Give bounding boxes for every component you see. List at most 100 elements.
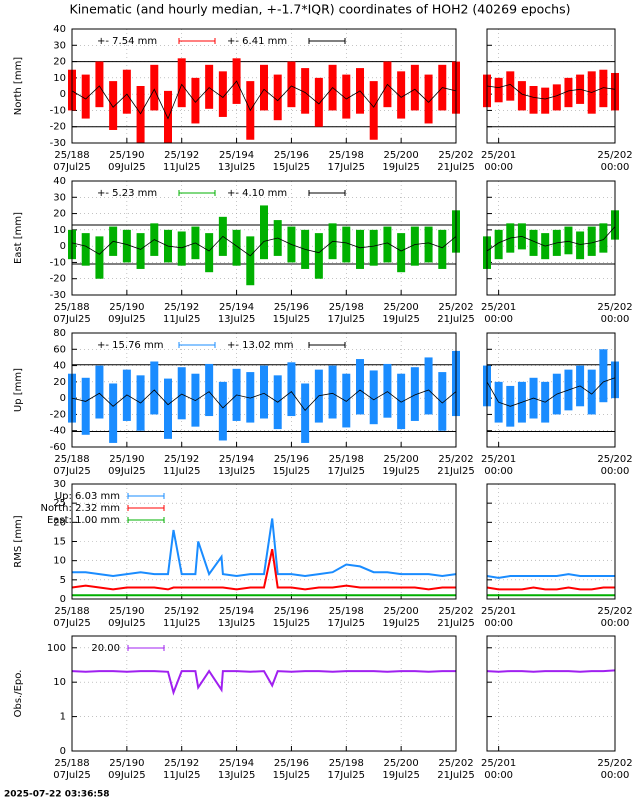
x-tick-label: 25/196 [274,454,309,465]
x-tick-sublabel: 07Jul25 [53,162,91,173]
spread-bar [506,71,515,101]
x-tick-sublabel: 11Jul25 [163,618,201,629]
spread-bar [397,71,406,119]
plot-frame [486,332,616,448]
spread-bar [342,74,351,119]
y-tick-label: 100 [47,643,66,654]
x-tick-sublabel: 21Jul25 [437,466,475,477]
x-tick-sublabel: 19Jul25 [382,618,420,629]
x-tick-label: 25/198 [329,150,364,161]
y-tick-label: 10 [53,677,66,688]
x-tick-sublabel: 15Jul25 [273,466,311,477]
x-tick-sublabel: 07Jul25 [53,466,91,477]
x-tick-sublabel: 11Jul25 [163,162,201,173]
y-tick-label: -10 [50,105,66,116]
x-tick-sublabel: 15Jul25 [273,314,311,325]
y-tick-label: 10 [53,556,66,567]
x-tick-label: 25/194 [219,606,254,617]
x-tick-label: 25/198 [329,606,364,617]
spread-bar [81,233,90,266]
legend-label: +- 7.54 mm [97,36,157,47]
spread-bar [410,367,419,421]
y-tick-label: 20 [53,517,66,528]
x-tick-label: 25/200 [384,454,419,465]
legend-label: +- 6.41 mm [227,36,287,47]
x-tick-label: 25/201 [481,302,516,313]
x-tick-sublabel: 19Jul25 [382,466,420,477]
spread-bar [587,226,596,256]
spread-bar [369,81,378,140]
x-tick-label: 25/200 [384,606,419,617]
spread-bar [232,229,241,266]
y-tick-label: 20 [53,209,66,220]
legend-label: +- 4.10 mm [227,188,287,199]
spread-bar [122,69,131,114]
spread-bar [564,226,573,255]
spread-bar [356,359,364,415]
spread-bar [529,229,538,256]
spread-bar [95,61,104,108]
median-line [486,226,616,252]
spread-bar [273,74,282,121]
x-tick-label: 25/194 [219,302,254,313]
spread-bar [164,378,172,439]
x-tick-label: 25/192 [164,606,199,617]
plot-frame [486,180,616,296]
plot-frame [486,635,616,752]
y-tick-label: 0 [60,393,66,404]
y-tick-label: 0 [60,746,66,757]
median-line [486,83,616,100]
spread-bar [301,68,310,114]
spread-bar [564,77,573,108]
x-tick-sublabel: 13Jul25 [218,314,256,325]
y-tick-label: 15 [53,537,66,548]
x-tick-label: 25/190 [109,302,144,313]
y-axis-label: North [mm] [13,57,24,116]
spread-bar [122,229,131,263]
timestamp: 2025-07-22 03:36:58 [4,790,109,800]
series-line [486,586,615,591]
x-tick-sublabel: 19Jul25 [382,162,420,173]
spread-bar [369,370,378,425]
x-tick-sublabel: 07Jul25 [53,618,91,629]
x-tick-label: 25/188 [54,606,89,617]
x-tick-sublabel: 00:00 [484,314,513,325]
spread-bar [205,64,214,109]
x-tick-label: 25/202 [438,150,473,161]
series-line [71,548,456,591]
x-tick-sublabel: 13Jul25 [218,162,256,173]
plot-frame [486,483,616,600]
spread-bar [599,349,608,403]
spread-bar [494,77,503,103]
spread-bar [81,74,90,119]
x-tick-label: 25/200 [384,150,419,161]
x-tick-sublabel: 17Jul25 [328,770,366,781]
spread-bar [397,373,406,430]
x-tick-sublabel: 00:00 [601,770,630,781]
y-tick-label: 30 [53,40,66,51]
spread-bar [314,233,323,279]
y-tick-label: 20 [53,377,66,388]
spread-bar [205,363,214,417]
x-tick-label: 25/202 [438,302,473,313]
spread-bar [356,229,364,269]
x-tick-label: 25/198 [329,454,364,465]
y-axis-label: Obs./Epo. [13,670,24,718]
plot-frame [71,332,457,448]
x-tick-label: 25/202 [438,454,473,465]
series-line [486,573,615,579]
spread-bar [314,77,323,127]
plot-frame [71,28,457,144]
spread-bar [109,383,118,443]
spread-bar [218,381,227,441]
series-line [71,669,456,696]
legend-label: North: 2.32 mm [41,503,120,514]
spread-bar [218,71,227,117]
x-tick-label: 25/188 [54,302,89,313]
y-tick-label: 20 [53,57,66,68]
x-tick-sublabel: 15Jul25 [273,162,311,173]
spread-bar [205,233,214,273]
y-tick-label: 0 [60,89,66,100]
x-tick-sublabel: 00:00 [484,162,513,173]
